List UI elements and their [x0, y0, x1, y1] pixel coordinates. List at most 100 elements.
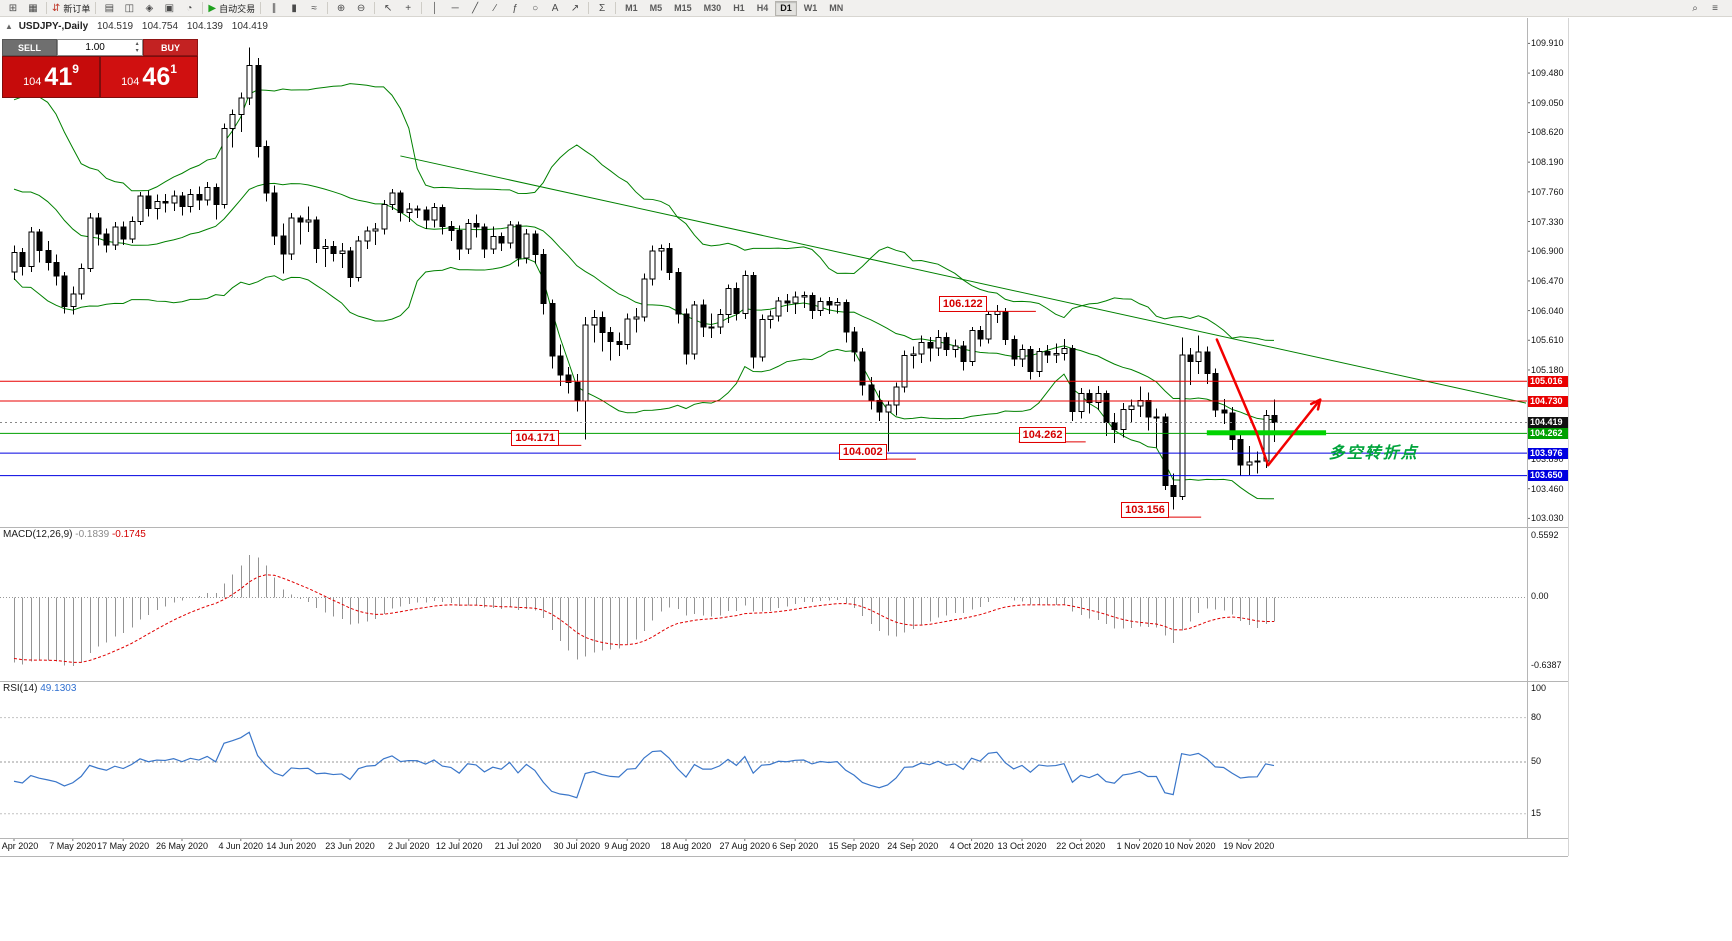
chart-bars-icon[interactable]: ∥ [264, 1, 284, 16]
panel-borders [0, 18, 1569, 857]
crosshair-icon[interactable]: + [398, 1, 418, 16]
channel-icon[interactable]: ∕ [485, 1, 505, 16]
market-watch-icon[interactable]: ▤ [99, 1, 119, 16]
date-axis-label: 23 Jun 2020 [325, 841, 375, 851]
date-axis-label: 26 May 2020 [155, 841, 209, 851]
auto-trading-button-label: 自动交易 [219, 3, 256, 14]
toolbar-menu-icon[interactable]: ≡ [1705, 1, 1725, 16]
price-callout[interactable]: 104.171 [511, 430, 560, 447]
indicators-icon[interactable]: Σ [592, 1, 612, 16]
chart-profiles-icon[interactable]: ▦ [23, 1, 43, 16]
buy-price-pip: 1 [170, 62, 177, 76]
volume-up-icon[interactable]: ▴ [135, 41, 139, 47]
volume-down-icon[interactable]: ▾ [135, 48, 139, 54]
chart-candles-icon: ▮ [291, 2, 297, 14]
strategy-tester-icon: ◔ [186, 2, 193, 14]
price-tick-label: 109.910 [1531, 38, 1564, 49]
price-tick-label: 106.470 [1531, 275, 1564, 286]
ohlc-low: 104.139 [186, 21, 223, 32]
macd-signal-value: -0.1745 [111, 529, 146, 540]
text-icon[interactable]: A [545, 1, 565, 16]
new-order-button[interactable]: ⇵ 新订单 [50, 1, 92, 16]
price-callout[interactable]: 103.156 [1121, 502, 1169, 519]
shapes-icon: ○ [532, 2, 539, 14]
date-axis-label: 21 Jul 2020 [494, 841, 542, 851]
chart-candles-icon[interactable]: ▮ [284, 1, 304, 16]
chinese-annotation-note[interactable]: 多空转折点 [1328, 444, 1419, 462]
timeframe-h1[interactable]: H1 [733, 3, 745, 13]
macd-layer [0, 555, 1527, 666]
search-icon[interactable]: ⌕ [1685, 1, 1705, 16]
vertical-line-icon[interactable]: │ [425, 1, 445, 16]
support-zone-bar[interactable] [1206, 430, 1327, 436]
volume-input[interactable] [58, 42, 133, 53]
buy-price-button[interactable]: 104 46 1 [101, 57, 197, 97]
rsi-name: RSI(14) [3, 683, 38, 694]
shapes-icon[interactable]: ○ [525, 1, 545, 16]
zoom-in-icon[interactable]: ⊕ [331, 1, 351, 16]
terminal-icon[interactable]: ▣ [159, 1, 179, 16]
chart-line-icon: ≈ [311, 2, 317, 14]
zoom-in-icon: ⊕ [336, 2, 346, 14]
timeframe-d1[interactable]: D1 [775, 0, 797, 16]
date-axis-label: 22 Oct 2020 [1056, 841, 1106, 851]
sell-price-main: 41 [44, 63, 73, 91]
chart-profiles-icon: ▦ [28, 2, 38, 14]
price-tick-label: 106.040 [1531, 305, 1564, 316]
arrow-tool-icon[interactable]: ↗ [565, 1, 585, 16]
toolbar-left-group: ⊞ ▦ ⇵ 新订单 ▤ ◫ ◈ ▣ ◔ ▶ 自动交易 ∥ ▮ ≈ ⊕ ⊖ ↖ + │ ─ ╱ ∕ ƒ ○ A ↗ Σ M1 M5 M15 M… [3, 0, 849, 16]
sell-button[interactable]: SELL [2, 39, 57, 56]
auto-trading-button[interactable]: ▶ 自动交易 [206, 1, 257, 16]
price-tick-label: 109.480 [1531, 68, 1564, 79]
date-axis-label: 6 Sep 2020 [772, 841, 819, 851]
timeframe-m1[interactable]: M1 [625, 3, 638, 13]
price-callout[interactable]: 104.262 [1018, 426, 1067, 443]
trendline-icon[interactable]: ╱ [465, 1, 485, 16]
timeframe-m15[interactable]: M15 [674, 3, 692, 13]
descending-trendline[interactable] [400, 155, 1527, 404]
ohlc-high: 104.754 [141, 21, 179, 32]
navigator-icon[interactable]: ◈ [139, 1, 159, 16]
date-axis-label: 12 Jul 2020 [435, 841, 483, 851]
strategy-tester-icon[interactable]: ◔ [179, 1, 199, 16]
buy-button[interactable]: BUY [143, 39, 198, 56]
toolbar-separator [374, 2, 376, 14]
fibonacci-icon[interactable]: ƒ [505, 1, 525, 16]
toolbar-separator [260, 2, 262, 14]
sell-price-button[interactable]: 104 41 9 [3, 57, 99, 97]
macd-main-value: -0.1839 [75, 529, 110, 540]
timeframe-m5[interactable]: M5 [649, 3, 663, 13]
macd-signal-line [13, 574, 1275, 663]
chart-line-icon[interactable]: ≈ [304, 1, 324, 16]
zoom-out-icon[interactable]: ⊖ [351, 1, 371, 16]
bollinger-lower-band [13, 257, 1275, 500]
collapse-subwindow-icon[interactable]: ▲ [5, 22, 13, 31]
price-line-label: 103.650 [1528, 470, 1568, 482]
date-axis-label: 7 May 2020 [49, 841, 97, 851]
horizontal-line-icon[interactable]: ─ [445, 1, 465, 16]
rsi-line [13, 731, 1275, 799]
terminal-icon: ▣ [164, 2, 175, 14]
date-axis-label: 9 Aug 2020 [604, 841, 650, 851]
channel-icon: ∕ [494, 2, 496, 14]
data-window-icon[interactable]: ◫ [119, 1, 139, 16]
timeframe-m30[interactable]: M30 [703, 3, 722, 13]
timeframe-mn[interactable]: MN [829, 3, 844, 13]
price-callout[interactable]: 106.122 [938, 296, 987, 313]
toolbar-separator [46, 2, 47, 14]
new-chart-icon: ⊞ [8, 2, 18, 14]
timeframe-h4[interactable]: H4 [756, 3, 769, 13]
fibonacci-icon: ƒ [512, 2, 518, 14]
price-tick-label: 108.620 [1531, 127, 1564, 138]
trendline-icon: ╱ [472, 2, 479, 14]
new-chart-icon[interactable]: ⊞ [3, 1, 23, 16]
cursor-icon: ↖ [383, 2, 393, 14]
price-callout[interactable]: 104.002 [838, 444, 887, 461]
cursor-icon[interactable]: ↖ [378, 1, 398, 16]
price-line-label: 103.976 [1528, 447, 1568, 459]
date-axis-label: 17 May 2020 [97, 841, 150, 851]
timeframe-w1[interactable]: W1 [803, 3, 818, 13]
data-window-icon: ◫ [124, 2, 135, 14]
trend-arrow-annotation[interactable] [1215, 338, 1322, 467]
